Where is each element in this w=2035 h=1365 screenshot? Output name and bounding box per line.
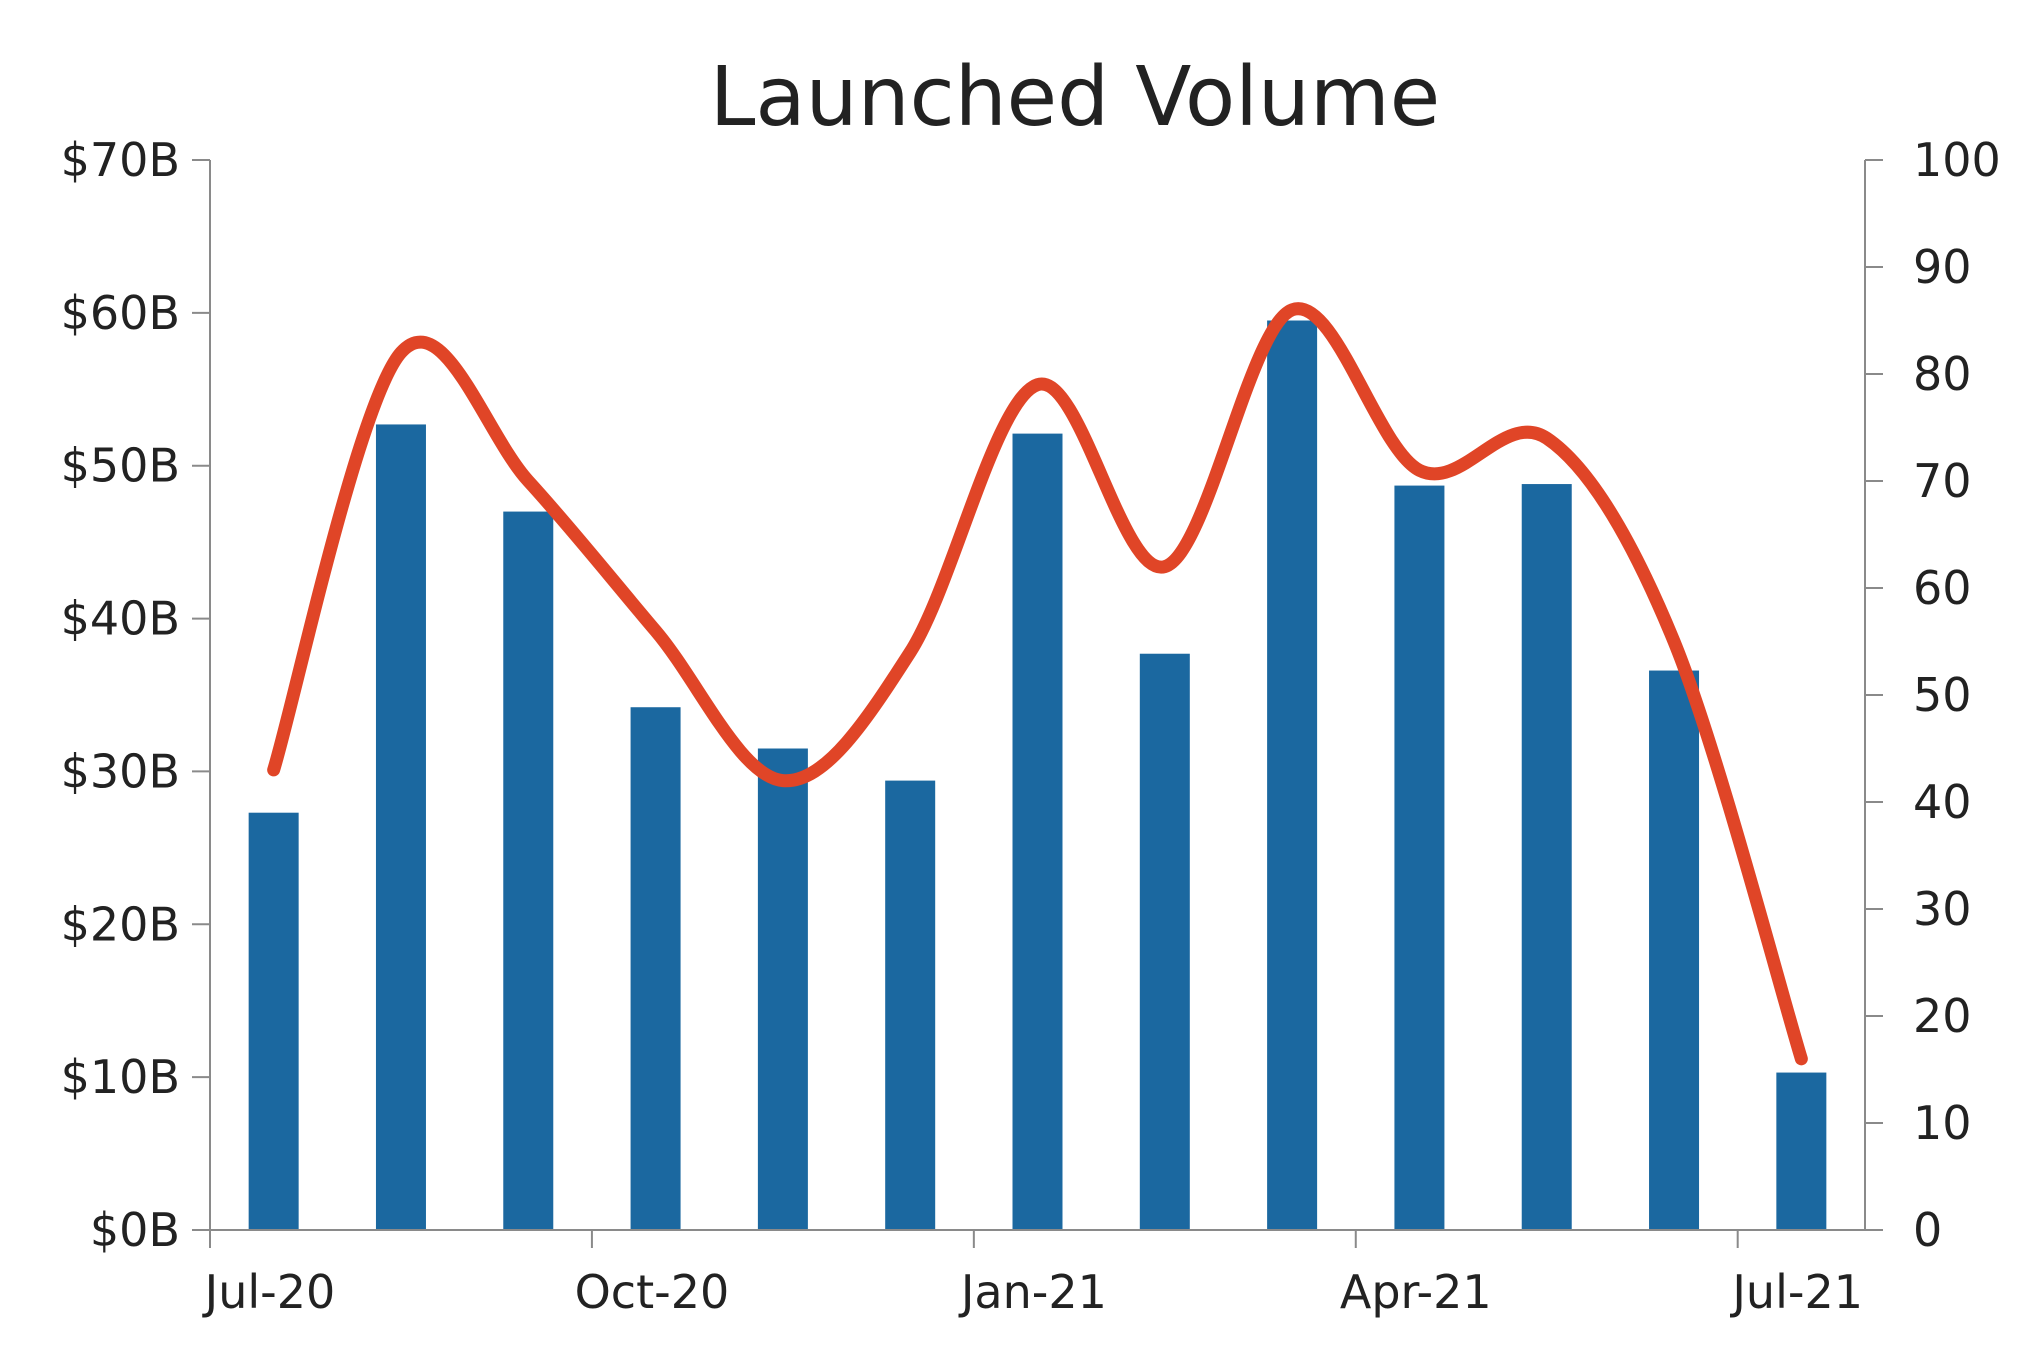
y-tick-label: $20B [61, 897, 180, 951]
bar [375, 424, 426, 1230]
x-tick-label: Jan-21 [958, 1265, 1107, 1319]
bar [1394, 485, 1445, 1231]
y-tick-label: $50B [61, 439, 180, 493]
y-tick-label: $0B [90, 1203, 180, 1257]
y2-tick-label: 100 [1913, 133, 2001, 187]
y-tick-label: $40B [61, 592, 180, 646]
tick-labels-layer: $0B $10B $20B $30B $40B $50B $60B $70B 0 10 20 30 40… [61, 133, 2001, 1319]
y2-tick-label: 10 [1913, 1096, 1972, 1150]
y-tick-label: $60B [61, 286, 180, 340]
y-tick-label: $30B [61, 744, 180, 798]
bar [757, 748, 808, 1230]
x-tick-label: Oct-20 [575, 1265, 730, 1319]
x-tick-label: Apr-21 [1340, 1265, 1492, 1319]
y-tick-label: $10B [61, 1050, 180, 1104]
x-tick-label: Jul-20 [202, 1265, 336, 1319]
y2-tick-label: 20 [1913, 989, 1972, 1043]
bars-layer [248, 320, 1827, 1231]
bar [630, 707, 681, 1230]
y2-tick-label: 90 [1913, 240, 1972, 294]
bar [1139, 653, 1190, 1230]
line-layer [267, 302, 1808, 1066]
y2-tick-label: 40 [1913, 775, 1972, 829]
bar [885, 780, 936, 1230]
bar [1776, 1072, 1827, 1230]
axes-layer [192, 159, 1883, 1248]
y2-tick-label: 0 [1913, 1203, 1942, 1257]
bar [1521, 484, 1572, 1230]
y2-tick-label: 60 [1913, 561, 1972, 615]
bar [503, 511, 554, 1231]
y2-tick-label: 70 [1913, 454, 1972, 508]
y2-tick-label: 50 [1913, 668, 1972, 722]
chart-title: Launched Volume [710, 50, 1440, 145]
y2-tick-label: 80 [1913, 347, 1972, 401]
x-tick-label: Jul-21 [1729, 1265, 1863, 1319]
bar [248, 812, 299, 1230]
bar [1649, 670, 1700, 1230]
y-tick-label: $70B [61, 133, 180, 187]
bar [1267, 320, 1318, 1230]
bar [1012, 433, 1063, 1231]
y2-tick-label: 30 [1913, 882, 1972, 936]
